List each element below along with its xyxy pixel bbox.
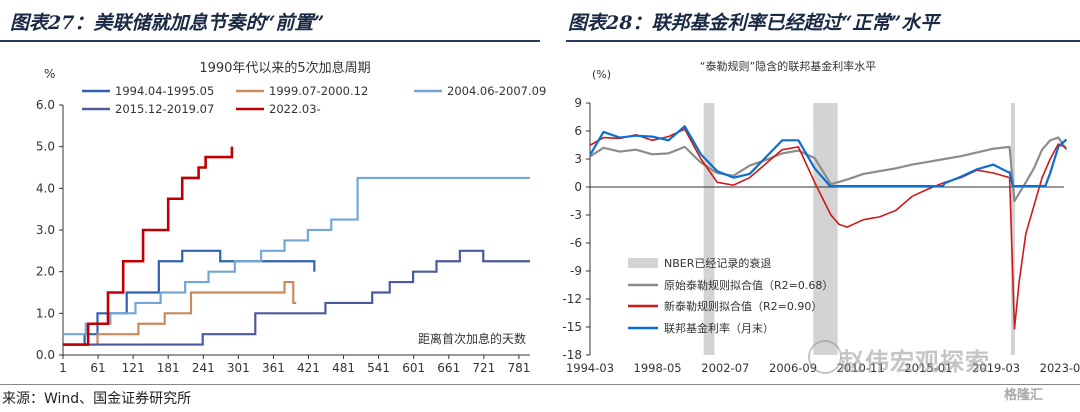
right-x-tick-label: 2023-05 [1040, 361, 1080, 375]
left-x-tick-label: 661 [437, 361, 460, 375]
right-legend-label: 原始泰勒规则拟合值（R2=0.68） [664, 278, 833, 292]
right-y-tick-label: -6 [570, 236, 582, 250]
left-x-tick-label: 241 [192, 361, 215, 375]
right-chart-title: 图表28：联邦基金利率已经超过“正常”水平 [568, 12, 940, 34]
left-chart-subtitle: 1990年代以来的5次加息周期 [199, 60, 370, 76]
left-series-line [63, 249, 530, 346]
left-legend-label: 1994.04-1995.05 [115, 84, 214, 98]
left-x-tick-label: 1 [59, 361, 67, 375]
recession-bar [813, 103, 838, 355]
left-x-tick-label: 301 [227, 361, 250, 375]
left-x-tick-label: 721 [472, 361, 495, 375]
left-x-tick-label: 541 [367, 361, 390, 375]
left-y-tick-label: 3.0 [36, 223, 55, 237]
right-y-tick-label: 0 [574, 180, 582, 194]
left-y-tick-label: 2.0 [36, 265, 55, 279]
left-y-tick-label: 4.0 [36, 181, 55, 195]
watermark-text: 赵伟宏观探索 [840, 348, 990, 376]
left-series-line [63, 280, 297, 346]
left-x-tick-label: 121 [122, 361, 145, 375]
right-x-tick-label: 2006-09 [769, 361, 817, 375]
right-y-tick-label: 9 [574, 96, 582, 110]
source-note: 来源：Wind、国金证券研究所 [2, 391, 192, 407]
left-y-tick-label: 0.0 [36, 348, 55, 362]
left-y-unit: % [44, 67, 55, 81]
left-x-tick-label: 481 [332, 361, 355, 375]
right-y-tick-label: -15 [562, 320, 582, 334]
left-x-tick-label: 781 [507, 361, 530, 375]
left-legend-label: 2022.03- [269, 102, 321, 116]
right-y-tick-label: -18 [562, 348, 582, 362]
watermark-logo-icon [808, 340, 842, 374]
right-x-tick-label: 2010-11 [837, 361, 885, 375]
recession-bar [1010, 103, 1015, 355]
left-title-rule [0, 40, 540, 42]
right-y-tick-label: 3 [574, 152, 582, 166]
left-x-tick-label: 361 [262, 361, 285, 375]
right-y-unit: (%) [592, 68, 611, 81]
right-legend-label: 联邦基金利率（月末） [664, 321, 774, 335]
right-legend-swatch [628, 258, 658, 268]
right-legend-label: 新泰勒规则拟合值（R2=0.90） [664, 299, 822, 313]
left-series-line [63, 249, 316, 346]
right-x-tick-label: 2002-07 [701, 361, 749, 375]
footer-rule [0, 384, 1080, 385]
right-y-tick-label: -9 [570, 264, 582, 278]
right-series-line [589, 136, 1068, 203]
left-x-label: 距离首次加息的天数 [418, 331, 526, 346]
left-y-tick-label: 6.0 [36, 98, 55, 112]
left-series-line [63, 146, 234, 346]
right-title-rule [566, 40, 1080, 42]
left-legend-label: 2015.12-2019.07 [115, 102, 214, 116]
left-legend-label: 2004.06-2007.09 [447, 84, 546, 98]
right-y-tick-label: -12 [562, 292, 582, 306]
gelonghui-logo: 格隆汇 [1004, 388, 1044, 403]
left-x-tick-label: 601 [402, 361, 425, 375]
right-y-tick-label: -3 [570, 208, 582, 222]
right-series-line [590, 128, 1067, 330]
left-series-line [63, 176, 530, 336]
left-legend-label: 1999.07-2000.12 [269, 84, 368, 98]
left-y-tick-label: 1.0 [36, 306, 55, 320]
left-x-tick-label: 181 [157, 361, 180, 375]
left-x-tick-label: 421 [297, 361, 320, 375]
right-legend-label: NBER已经记录的衰退 [664, 256, 771, 270]
right-x-tick-label: 2019-03 [972, 361, 1020, 375]
left-y-tick-label: 5.0 [36, 140, 55, 154]
left-x-tick-label: 61 [90, 361, 105, 375]
right-x-tick-label: 1998-05 [634, 361, 682, 375]
right-y-tick-label: 6 [574, 124, 582, 138]
right-x-tick-label: 1994-03 [566, 361, 614, 375]
recession-bar [703, 103, 715, 355]
left-chart-title: 图表27：美联储就加息节奏的“前置” [10, 12, 325, 34]
right-chart-subtitle: “泰勒规则”隐含的联邦基金利率水平 [700, 59, 876, 73]
right-x-tick-label: 2015-01 [904, 361, 952, 375]
right-series-line [589, 125, 1068, 188]
